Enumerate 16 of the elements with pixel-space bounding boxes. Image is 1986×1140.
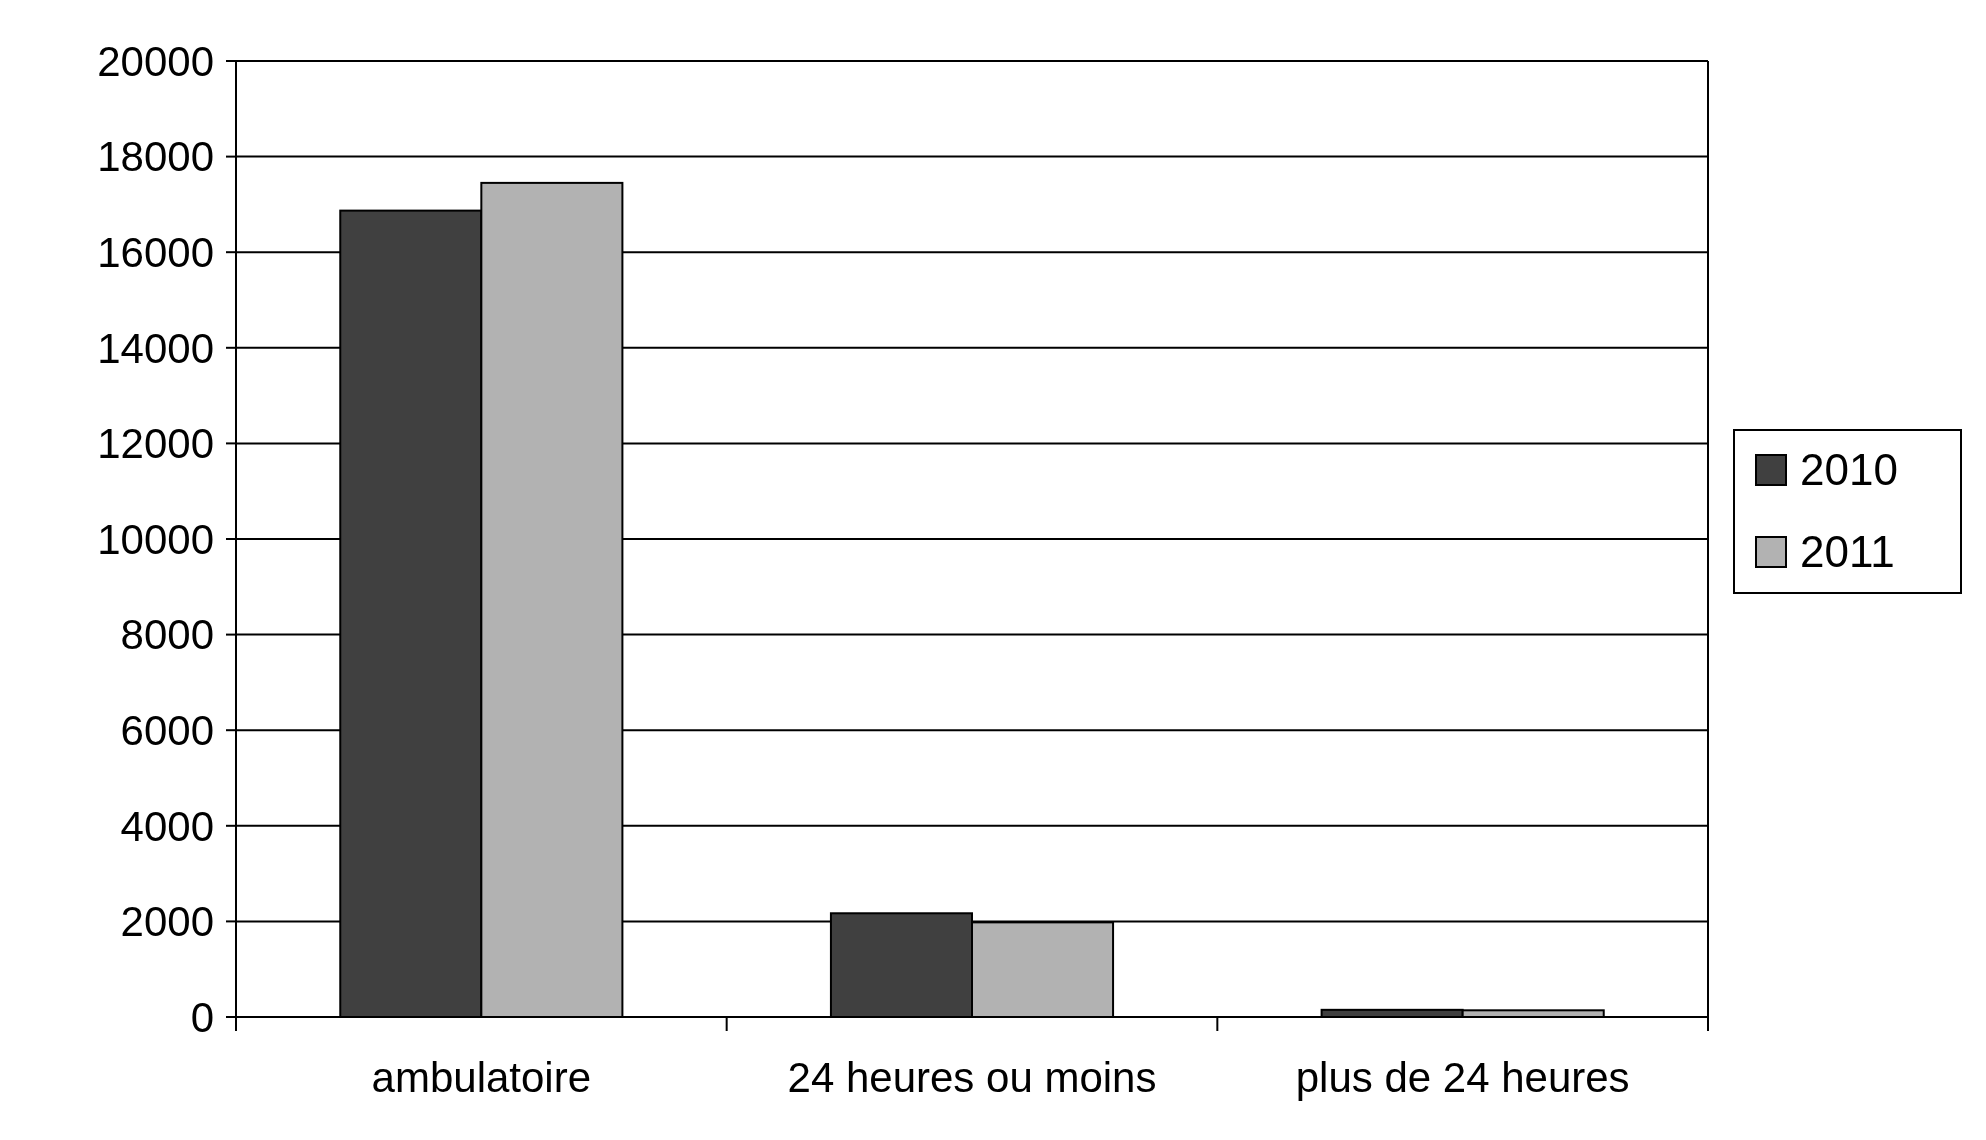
- y-tick-label: 2000: [120, 898, 214, 946]
- x-tick-label: plus de 24 heures: [1295, 1054, 1630, 1101]
- y-tick-label: 20000: [97, 37, 214, 85]
- y-tick-label: 10000: [97, 515, 214, 563]
- y-tick-label: 8000: [120, 611, 214, 659]
- y-tick-label: 12000: [97, 420, 214, 468]
- x-tick-label: 24 heures ou moins: [787, 1054, 1157, 1101]
- legend-label: 2010: [1800, 445, 1898, 495]
- y-tick-label: 6000: [120, 706, 214, 754]
- y-tick-label: 16000: [97, 228, 214, 276]
- legend-label: 2011: [1800, 527, 1895, 577]
- y-tick-label: 4000: [120, 802, 214, 850]
- y-tick-label: 14000: [97, 324, 214, 372]
- y-tick-label: 0: [190, 993, 214, 1041]
- y-tick-label: 18000: [97, 133, 214, 181]
- x-tick-label: ambulatoire: [371, 1054, 592, 1101]
